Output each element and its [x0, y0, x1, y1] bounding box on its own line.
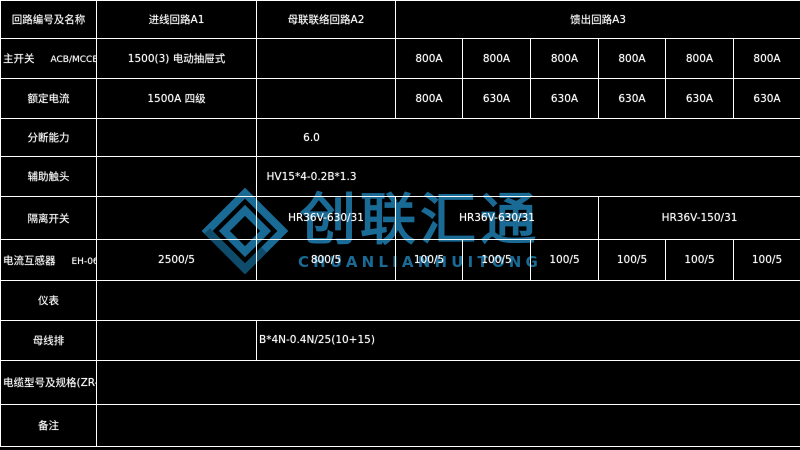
- cell-busbar-value: B*4N-0.4N/25(10+15): [255, 319, 800, 361]
- cell-main-switch-a3-5: 800A: [665, 38, 734, 80]
- cell-ct-a3-3: 100/5: [530, 239, 599, 281]
- table-row: 电流互感器 EH-06A 2500/5 800/5 100/5 100/5 100…: [0, 239, 800, 281]
- cell-busbar-incoming: [96, 319, 257, 361]
- cell-current-transformer-label: 电流互感器 EH-06A: [0, 239, 97, 281]
- cell-isolating-switch-group-1: HR36V-630/31: [395, 196, 599, 241]
- table-row: 辅助触头 HV15*4-0.2B*1.3: [0, 156, 800, 198]
- cell-rated-current-a3-1: 800A: [395, 78, 463, 120]
- cell-auxiliary-contact-label: 辅助触头: [0, 156, 97, 198]
- cell-ct-tie: 800/5: [256, 239, 396, 281]
- cell-main-switch-a3-2: 800A: [462, 38, 531, 80]
- cell-ct-a3-6: 100/5: [732, 239, 800, 281]
- cell-auxiliary-contact-value: HV15*4-0.2B*1.3: [255, 156, 800, 198]
- cell-ct-a3-1: 100/5: [395, 239, 463, 281]
- cell-rated-current-a3-6: 630A: [732, 78, 800, 120]
- table-row: 主开关 ACB/MCCB 1500(3) 电动抽屉式 800A 800A 800A…: [0, 38, 800, 80]
- cell-rated-current-a3-5: 630A: [665, 78, 734, 120]
- cell-main-switch-a3-3: 800A: [530, 38, 599, 80]
- cell-remarks-label: 备注: [0, 403, 97, 448]
- cell-ct-a3-2: 100/5: [462, 239, 531, 281]
- cell-main-switch-a3-1: 800A: [395, 38, 463, 80]
- cell-rated-current-a3-4: 630A: [598, 78, 666, 120]
- cell-breaking-capacity-value: 6.0: [255, 118, 800, 158]
- cell-auxiliary-contact-incoming: [96, 156, 257, 198]
- cell-ct-a3-4: 100/5: [598, 239, 666, 281]
- cell-meter-label: 仪表: [0, 279, 97, 321]
- cell-ct-a3-5: 100/5: [665, 239, 734, 281]
- cell-rated-current-label: 额定电流: [0, 78, 97, 120]
- cell-main-switch-a3-4: 800A: [598, 38, 666, 80]
- table-row: 分断能力 6.0: [0, 118, 800, 158]
- main-switch-label-en: ACB/MCCB: [50, 55, 97, 66]
- cell-main-switch-label: 主开关 ACB/MCCB: [0, 38, 97, 80]
- cell-main-switch-a3-6: 800A: [732, 38, 800, 80]
- cell-remarks-value: [95, 403, 800, 448]
- cell-breaking-capacity-label: 分断能力: [0, 118, 97, 158]
- cell-ct-incoming: 2500/5: [96, 239, 257, 281]
- table-row: 母线排 B*4N-0.4N/25(10+15): [0, 319, 800, 361]
- cell-main-switch-incoming: 1500(3) 电动抽屉式: [96, 38, 257, 80]
- cell-isolating-switch-incoming: [96, 196, 257, 241]
- cell-main-switch-tie: [256, 38, 396, 80]
- table-row: 电缆型号及规格(ZR-YJV22): [0, 359, 800, 405]
- table-row: 仪表: [0, 279, 800, 321]
- cell-isolating-switch-label: 隔离开关: [0, 196, 97, 241]
- cell-circuit-name-header: 回路编号及名称: [0, 0, 97, 40]
- cell-cable-value: [95, 359, 800, 405]
- cell-isolating-switch-tie: HR36V-630/31: [256, 196, 396, 241]
- cell-incoming-circuit-header: 进线回路A1: [96, 0, 257, 40]
- ct-label-model: EH-06A: [71, 256, 96, 267]
- cell-outgoing-circuit-header: 馈出回路A3: [394, 0, 800, 40]
- table-row: 回路编号及名称 进线回路A1 母联联络回路A2 馈出回路A3: [0, 0, 800, 40]
- table-row: 隔离开关 HR36V-630/31 HR36V-630/31 HR36V-150…: [0, 196, 800, 241]
- cell-busbar-label: 母线排: [0, 319, 97, 361]
- cell-meter-value: [95, 279, 800, 321]
- cell-cable-label: 电缆型号及规格(ZR-YJV22): [0, 359, 97, 405]
- cell-rated-current-a3-3: 630A: [530, 78, 599, 120]
- main-switch-label-cn: 主开关: [3, 53, 35, 66]
- table-row: 额定电流 1500A 四级 800A 630A 630A 630A 630A 6…: [0, 78, 800, 120]
- table-row: 备注: [0, 403, 800, 448]
- cell-breaking-capacity-incoming: [96, 118, 257, 158]
- cell-rated-current-incoming: 1500A 四级: [96, 78, 257, 120]
- cell-tie-circuit-header: 母联联络回路A2: [256, 0, 396, 40]
- cell-isolating-switch-group-2: HR36V-150/31: [597, 196, 800, 241]
- cell-rated-current-tie: [256, 78, 396, 120]
- ct-label-cn: 电流互感器: [3, 254, 56, 267]
- cell-rated-current-a3-2: 630A: [462, 78, 531, 120]
